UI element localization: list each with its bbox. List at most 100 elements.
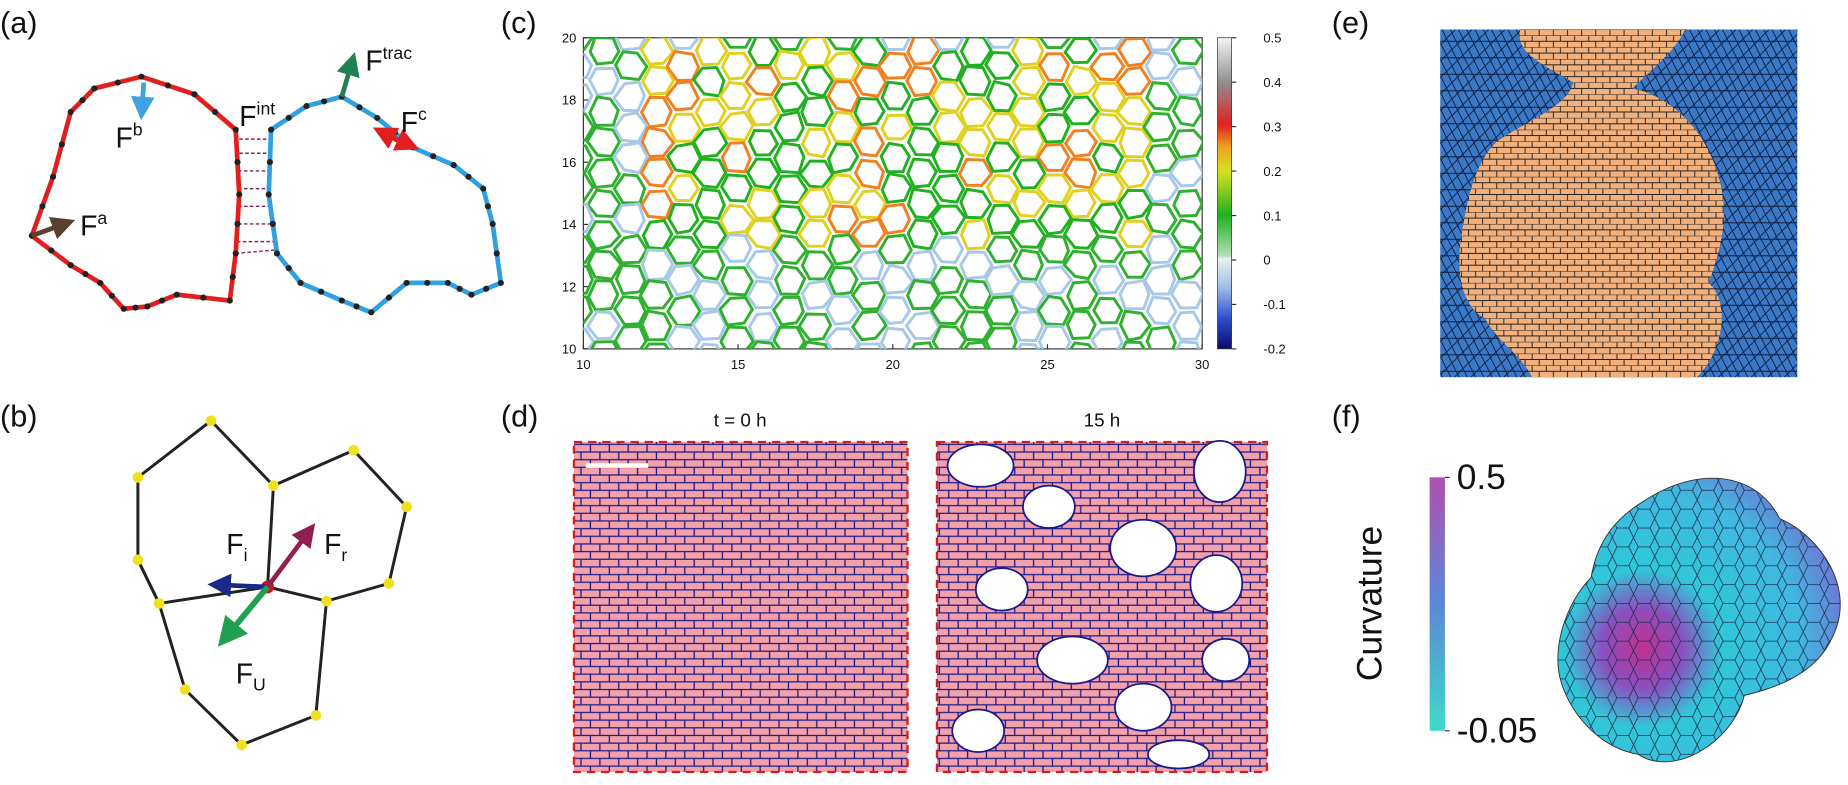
cell <box>797 218 833 248</box>
cell <box>1119 404 1150 431</box>
cell <box>879 263 915 295</box>
node <box>108 292 116 299</box>
cell <box>929 295 967 326</box>
cell <box>984 295 1019 326</box>
cell <box>583 144 594 174</box>
node <box>385 294 392 301</box>
node <box>374 114 381 121</box>
cell <box>1116 37 1153 68</box>
cell <box>906 218 939 251</box>
cell <box>747 37 781 68</box>
cell <box>691 279 728 312</box>
cell <box>880 389 912 418</box>
cell <box>850 280 887 311</box>
cell <box>587 403 618 432</box>
snapshot <box>572 440 909 774</box>
cell <box>877 233 914 265</box>
colorbar <box>1429 477 1445 731</box>
edge <box>272 448 355 487</box>
node <box>450 161 457 169</box>
cell <box>586 220 622 251</box>
cell <box>1088 52 1126 82</box>
cell <box>931 141 965 173</box>
cell <box>879 141 911 174</box>
node <box>483 285 490 292</box>
cell <box>931 324 968 349</box>
node <box>114 79 121 86</box>
force-symbol: F <box>115 121 132 153</box>
cell <box>826 142 860 175</box>
cell <box>853 96 886 127</box>
cell <box>1116 158 1151 190</box>
cell <box>825 294 861 326</box>
cell <box>1171 95 1203 128</box>
cell <box>583 112 595 142</box>
cell <box>583 37 594 52</box>
cell <box>640 248 675 282</box>
node <box>67 262 74 269</box>
cell <box>718 203 756 236</box>
cell <box>1142 111 1177 143</box>
panel-label: (c) <box>501 6 537 40</box>
force-label: Fa <box>80 208 107 242</box>
cell <box>773 81 809 113</box>
phase-map <box>1440 29 1798 378</box>
cell <box>800 279 835 311</box>
cell <box>583 235 596 265</box>
cell <box>667 112 702 143</box>
cell <box>932 110 968 144</box>
force-arrow <box>31 216 76 240</box>
cell-outline <box>266 94 504 316</box>
cell <box>1145 37 1177 52</box>
cell <box>1037 265 1074 296</box>
cell <box>988 359 1018 387</box>
vertex <box>205 415 217 427</box>
cell <box>613 50 649 82</box>
cell <box>1118 309 1152 342</box>
cell <box>694 187 726 220</box>
node <box>303 103 310 110</box>
cell <box>583 295 594 325</box>
cell <box>1146 390 1175 416</box>
cell <box>773 264 807 296</box>
colorbar-tick-label: -0.05 <box>1457 712 1538 751</box>
cell <box>905 65 939 98</box>
cell <box>826 37 859 51</box>
cell <box>801 404 832 432</box>
vertex <box>383 578 395 589</box>
force-subscript: i <box>244 545 248 565</box>
cell <box>827 233 862 266</box>
force-symbol: F <box>80 210 97 242</box>
cell <box>852 65 888 98</box>
cell <box>720 141 752 174</box>
cell <box>746 279 780 310</box>
cell <box>1145 325 1177 349</box>
cell <box>906 157 939 189</box>
cell <box>957 128 992 158</box>
cell <box>800 250 835 281</box>
node <box>39 203 46 210</box>
cell <box>1092 264 1126 295</box>
cell <box>1038 37 1072 50</box>
force-subscript: U <box>253 675 266 695</box>
cell <box>1063 188 1097 219</box>
cell <box>853 373 885 401</box>
edge <box>241 714 317 747</box>
vertex <box>310 710 322 721</box>
cell <box>667 390 700 417</box>
cell <box>905 95 940 126</box>
cell <box>639 37 676 66</box>
cell <box>613 324 648 349</box>
force-label: Fc <box>401 104 427 138</box>
cell <box>1063 37 1099 65</box>
cell <box>1037 324 1072 349</box>
node <box>49 173 57 180</box>
cell <box>1121 340 1146 349</box>
node <box>79 97 86 104</box>
cell <box>583 327 596 349</box>
colorbar-tick-label: -0.2 <box>1263 342 1285 357</box>
force-arrow <box>217 585 270 647</box>
node <box>489 220 496 228</box>
node <box>67 108 74 116</box>
